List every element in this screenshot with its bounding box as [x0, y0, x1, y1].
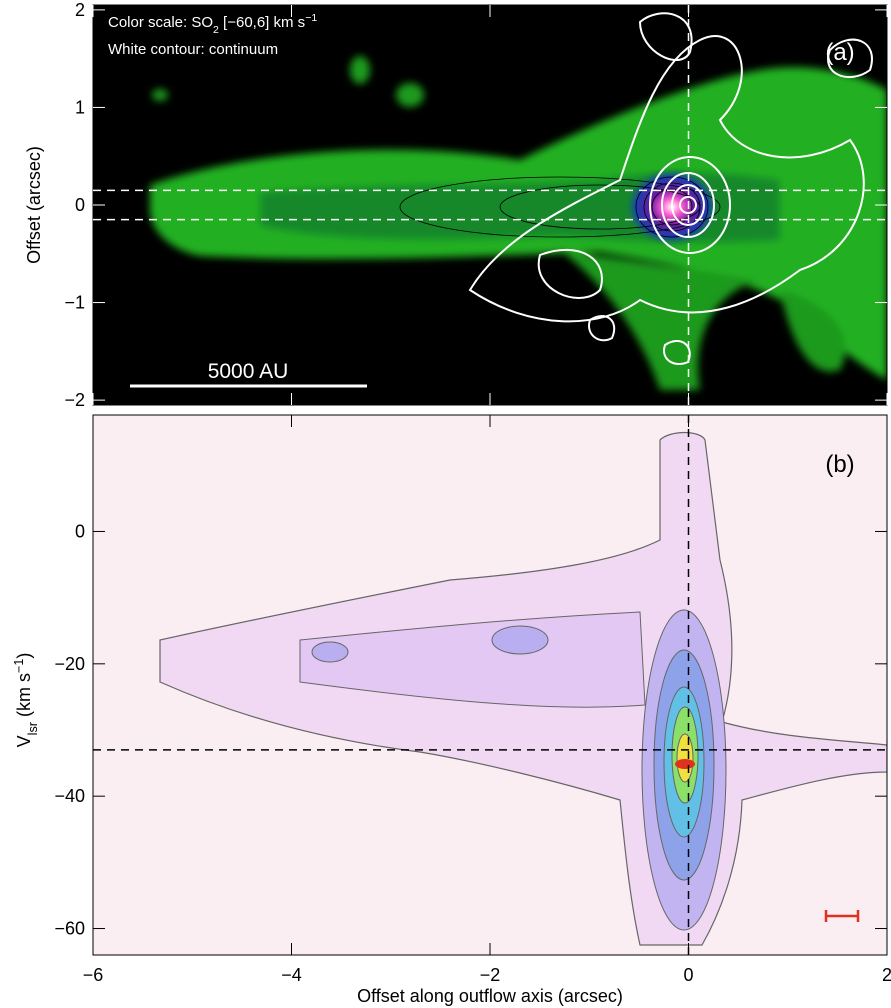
text-part: lsr [26, 722, 40, 735]
text-part: [−60,6] km s [219, 14, 305, 31]
annotation: White contour: continuum [108, 41, 278, 58]
text-part: V [14, 735, 34, 747]
text-part: −1 [12, 659, 26, 673]
x-tick-label: −6 [83, 965, 104, 985]
scale-bar-label: 5000 AU [208, 360, 289, 383]
x-axis-label: Offset along outflow axis (arcsec) [357, 986, 623, 1006]
emission [676, 733, 694, 783]
y-tick-label: 2 [75, 0, 85, 20]
y-tick-label: 1 [75, 97, 85, 117]
y-tick-label: −40 [54, 786, 85, 806]
error-bar [824, 910, 860, 922]
text-part: −1 [305, 12, 317, 24]
text-part: ) [14, 653, 34, 659]
emission [675, 759, 695, 769]
y-axis-label: Offset (arcsec) [24, 146, 44, 264]
text-part: 2 [213, 24, 219, 36]
x-tick-label: 2 [882, 965, 891, 985]
panel-a-image [93, 5, 887, 405]
y-tick-label: −60 [54, 919, 85, 939]
text-part: (km s [14, 673, 34, 722]
y-tick-label: −1 [64, 293, 85, 313]
panel-b-image [93, 415, 887, 955]
text-part: Color scale: SO [108, 14, 213, 31]
y-tick-label: −2 [64, 390, 85, 410]
x-tick-label: −2 [480, 965, 501, 985]
x-tick-label: 0 [683, 965, 693, 985]
so2-contours [399, 176, 721, 238]
annotation: Color scale: SO2 [−60,6] km s−1 [108, 12, 317, 36]
y-axis-label: Vlsr (km s−1) [12, 653, 40, 748]
y-tick-label: −20 [54, 654, 85, 674]
emission [491, 625, 549, 655]
y-tick-label: 0 [75, 195, 85, 215]
x-tick-label: −4 [281, 965, 302, 985]
panel-label: (b) [825, 451, 854, 478]
emission [311, 641, 349, 663]
y-tick-label: 0 [75, 521, 85, 541]
panel-label: (a) [825, 39, 854, 66]
